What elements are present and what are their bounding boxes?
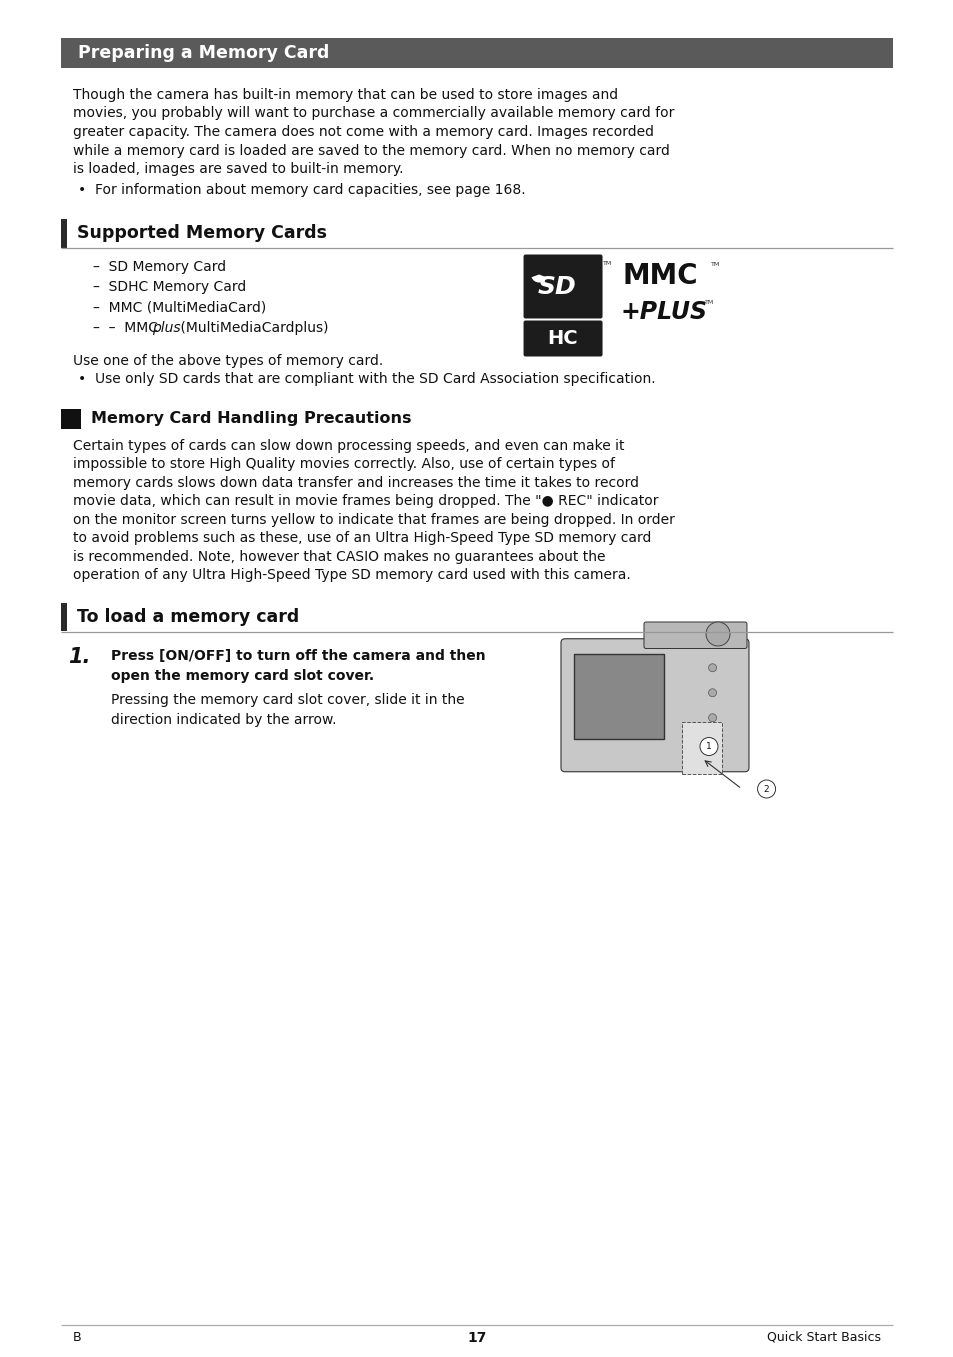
Text: –  MMC (MultiMediaCard): – MMC (MultiMediaCard)	[92, 300, 266, 315]
Text: TM: TM	[704, 300, 713, 304]
Text: –  SD Memory Card: – SD Memory Card	[92, 259, 226, 274]
FancyBboxPatch shape	[643, 622, 746, 649]
Text: –  SDHC Memory Card: – SDHC Memory Card	[92, 280, 246, 294]
Text: +PLUS: +PLUS	[619, 300, 707, 323]
Text: while a memory card is loaded are saved to the memory card. When no memory card: while a memory card is loaded are saved …	[72, 144, 669, 157]
Text: Use one of the above types of memory card.: Use one of the above types of memory car…	[72, 354, 382, 368]
Text: Though the camera has built-in memory that can be used to store images and: Though the camera has built-in memory th…	[72, 88, 617, 102]
Circle shape	[708, 733, 716, 741]
Text: on the monitor screen turns yellow to indicate that frames are being dropped. In: on the monitor screen turns yellow to in…	[72, 513, 674, 527]
Text: is recommended. Note, however that CASIO makes no guarantees about the: is recommended. Note, however that CASIO…	[72, 550, 604, 563]
Text: 2: 2	[763, 784, 768, 794]
Text: Quick Start Basics: Quick Start Basics	[767, 1331, 881, 1343]
Text: –  –  MMC: – – MMC	[92, 322, 157, 335]
Text: To load a memory card: To load a memory card	[76, 608, 298, 626]
Text: impossible to store High Quality movies correctly. Also, use of certain types of: impossible to store High Quality movies …	[72, 457, 614, 471]
Text: •  Use only SD cards that are compliant with the SD Card Association specificati: • Use only SD cards that are compliant w…	[77, 372, 655, 385]
Text: open the memory card slot cover.: open the memory card slot cover.	[111, 669, 374, 683]
Text: TM: TM	[602, 261, 611, 266]
Text: (MultiMediaCardplus): (MultiMediaCardplus)	[175, 322, 328, 335]
Text: plus: plus	[152, 322, 180, 335]
Text: movie data, which can result in movie frames being dropped. The "● REC" indicato: movie data, which can result in movie fr…	[72, 494, 658, 508]
Text: Pressing the memory card slot cover, slide it in the: Pressing the memory card slot cover, sli…	[111, 693, 464, 707]
Text: is loaded, images are saved to built-in memory.: is loaded, images are saved to built-in …	[72, 161, 402, 176]
Circle shape	[708, 664, 716, 672]
Circle shape	[705, 622, 729, 646]
FancyBboxPatch shape	[560, 639, 748, 772]
FancyBboxPatch shape	[523, 320, 602, 357]
Text: movies, you probably will want to purchase a commercially available memory card : movies, you probably will want to purcha…	[72, 106, 673, 121]
Text: to avoid problems such as these, use of an Ultra High-Speed Type SD memory card: to avoid problems such as these, use of …	[72, 531, 650, 546]
Bar	[60, 603, 67, 631]
Circle shape	[708, 714, 716, 722]
Circle shape	[708, 689, 716, 696]
FancyBboxPatch shape	[523, 255, 602, 319]
Text: •  For information about memory card capacities, see page 168.: • For information about memory card capa…	[77, 182, 524, 197]
Bar	[574, 654, 663, 740]
Text: 1.: 1.	[69, 647, 91, 668]
Text: Supported Memory Cards: Supported Memory Cards	[76, 224, 326, 243]
Circle shape	[757, 780, 775, 798]
Text: TM: TM	[710, 262, 719, 266]
Text: memory cards slows down data transfer and increases the time it takes to record: memory cards slows down data transfer an…	[72, 475, 638, 490]
Text: HC: HC	[547, 328, 578, 347]
Text: Preparing a Memory Card: Preparing a Memory Card	[77, 43, 329, 62]
Bar	[60, 408, 80, 429]
Text: greater capacity. The camera does not come with a memory card. Images recorded: greater capacity. The camera does not co…	[72, 125, 653, 138]
Text: 1: 1	[705, 742, 711, 750]
Bar	[574, 654, 663, 740]
Bar	[681, 722, 721, 773]
Text: Certain types of cards can slow down processing speeds, and even can make it: Certain types of cards can slow down pro…	[72, 438, 623, 452]
Text: B: B	[72, 1331, 81, 1343]
Bar	[60, 38, 893, 68]
Text: direction indicated by the arrow.: direction indicated by the arrow.	[111, 712, 335, 727]
Text: SD: SD	[537, 274, 576, 299]
Text: Press [ON/OFF] to turn off the camera and then: Press [ON/OFF] to turn off the camera an…	[111, 649, 485, 664]
Text: 17: 17	[467, 1331, 486, 1345]
Circle shape	[700, 737, 718, 756]
Wedge shape	[531, 274, 546, 282]
Bar	[60, 218, 67, 247]
Text: operation of any Ultra High-Speed Type SD memory card used with this camera.: operation of any Ultra High-Speed Type S…	[72, 569, 630, 582]
Text: MMC: MMC	[622, 262, 698, 289]
Text: Memory Card Handling Precautions: Memory Card Handling Precautions	[91, 411, 411, 426]
